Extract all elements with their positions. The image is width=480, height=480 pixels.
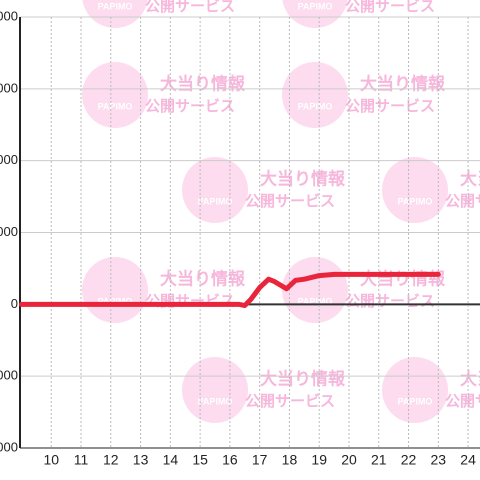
x-tick-label: 14 — [163, 452, 179, 468]
x-tick-label: 24 — [460, 452, 476, 468]
x-tick-label: 19 — [311, 452, 327, 468]
watermark-logo: PAPIMO — [198, 196, 233, 206]
watermark-logo: PAPIMO — [398, 196, 433, 206]
watermark-subtitle: 公開サービス — [445, 393, 480, 410]
grid: 12,000 9,000 6,000 3,000 0 -3,000 -6,000 10 11 12… — [0, 8, 480, 468]
watermark-logo: PAPIMO — [198, 396, 233, 406]
watermark-title: 大当り情報 — [360, 268, 446, 288]
y-tick-label: 6,000 — [0, 152, 18, 167]
x-tick-label: 13 — [133, 452, 149, 468]
watermark-logo-bg — [82, 0, 148, 28]
y-tick-label: 3,000 — [0, 224, 18, 239]
y-tick-label: 0 — [11, 296, 18, 311]
watermark-subtitle: 公開サービス — [445, 193, 480, 210]
watermark-subtitle: 公開サービス — [345, 98, 435, 115]
watermark-logo-bg — [182, 157, 248, 223]
watermark-title: 大当り情報 — [460, 168, 480, 188]
watermark-title: 大当り情報 — [160, 73, 246, 93]
watermark-logo-bg — [382, 157, 448, 223]
watermark-title: 大当り情報 — [260, 168, 346, 188]
watermark-logo: PAPIMO — [98, 296, 133, 306]
watermark-subtitle: 公開サービス — [345, 293, 435, 310]
watermark-subtitle: 公開サービス — [145, 293, 235, 310]
x-tick-label: 16 — [222, 452, 238, 468]
watermark-logo: PAPIMO — [98, 101, 133, 111]
watermark-logo: PAPIMO — [298, 296, 333, 306]
x-tick-label: 18 — [282, 452, 298, 468]
watermark-logo: PAPIMO — [398, 396, 433, 406]
x-tick-label: 20 — [341, 452, 357, 468]
y-tick-label: -3,000 — [0, 368, 18, 383]
plot — [18, 271, 441, 309]
watermark-logo-bg — [82, 62, 148, 128]
y-tick-label: -6,000 — [0, 439, 18, 454]
y-tick-label: 12,000 — [0, 8, 18, 23]
x-tick-label: 21 — [371, 452, 387, 468]
watermark-subtitle: 公開サービス — [345, 0, 435, 15]
watermark-logo-bg — [282, 0, 348, 28]
x-tick-label: 23 — [431, 452, 447, 468]
watermark-logo: PAPIMO — [298, 1, 333, 11]
x-tick-label: 22 — [401, 452, 417, 468]
watermark-logo: PAPIMO — [298, 101, 333, 111]
x-tick-label: 15 — [192, 452, 208, 468]
watermark-subtitle: 公開サービス — [245, 193, 335, 210]
watermark-title: 大当り情報 — [460, 368, 480, 388]
watermark-title: 大当り情報 — [160, 268, 246, 288]
watermark-logo: PAPIMO — [98, 1, 133, 11]
x-tick-label: 17 — [252, 452, 268, 468]
x-tick-label: 11 — [74, 452, 89, 468]
watermark-logo-bg — [82, 257, 148, 323]
x-tick-label: 12 — [103, 452, 119, 468]
watermark-title: 大当り情報 — [360, 73, 446, 93]
watermark-logo-bg — [282, 62, 348, 128]
y-tick-label: 9,000 — [0, 80, 18, 95]
watermark-title: 大当り情報 — [260, 368, 346, 388]
watermark-subtitle: 公開サービス — [145, 0, 235, 15]
watermark-subtitle: 公開サービス — [245, 393, 335, 410]
data-line — [18, 271, 441, 309]
watermark-logo-bg — [282, 257, 348, 323]
watermark-subtitle: 公開サービス — [145, 98, 235, 115]
watermark-logo-bg — [182, 357, 248, 423]
watermark-logo-bg — [382, 357, 448, 423]
x-tick-label: 10 — [43, 452, 59, 468]
